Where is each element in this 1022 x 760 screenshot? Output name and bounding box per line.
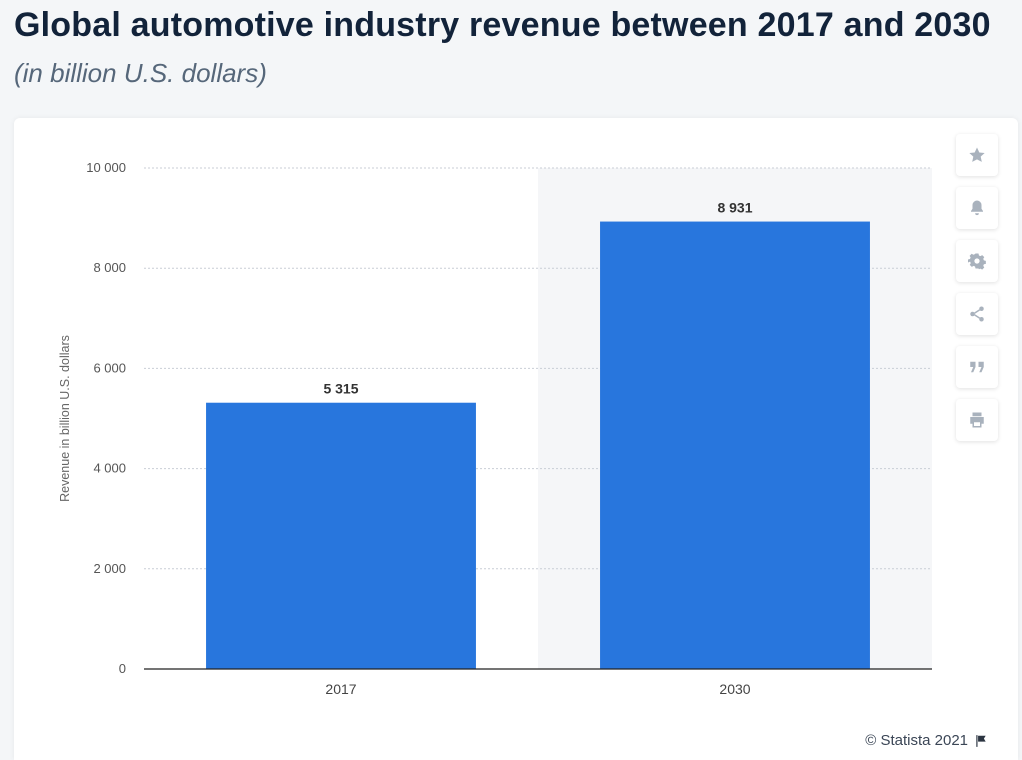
share-button[interactable] [956, 293, 998, 335]
chart-card: 0 2 000 4 000 6 000 8 000 10 000 Revenue in bi… [14, 118, 1018, 760]
notification-button[interactable] [956, 187, 998, 229]
page-title: Global automotive industry revenue betwe… [14, 6, 991, 44]
y-tick-label: 6 000 [93, 360, 126, 375]
print-button[interactable] [956, 399, 998, 441]
bar [600, 221, 870, 670]
page-subtitle: (in billion U.S. dollars) [14, 58, 267, 88]
star-icon [969, 147, 985, 162]
gear-icon [968, 253, 986, 270]
bar-chart: 0 2 000 4 000 6 000 8 000 10 000 Revenue in bi… [58, 160, 932, 697]
bell-icon [971, 200, 983, 216]
x-tick-label: 2017 [325, 681, 356, 697]
favorite-button[interactable] [956, 134, 998, 176]
data-label: 8 931 [717, 200, 752, 216]
y-tick-label: 0 [119, 661, 126, 676]
chart-toolbar [956, 134, 1000, 452]
quote-icon [970, 361, 984, 373]
print-icon [970, 412, 984, 428]
share-icon [970, 306, 984, 322]
settings-button[interactable] [956, 240, 998, 282]
y-axis-title: Revenue in billion U.S. dollars [58, 335, 72, 502]
chart-footer: © Statista 2021 [865, 732, 988, 749]
source-credit[interactable]: © Statista 2021 [865, 732, 968, 749]
cite-button[interactable] [956, 346, 998, 388]
y-tick-label: 8 000 [93, 260, 126, 275]
data-label: 5 315 [323, 381, 358, 397]
y-tick-label: 4 000 [93, 461, 126, 476]
x-tick-label: 2030 [719, 681, 750, 697]
bar [206, 402, 476, 669]
y-tick-label: 10 000 [86, 160, 126, 175]
flag-icon[interactable] [974, 734, 988, 748]
y-tick-label: 2 000 [93, 561, 126, 576]
